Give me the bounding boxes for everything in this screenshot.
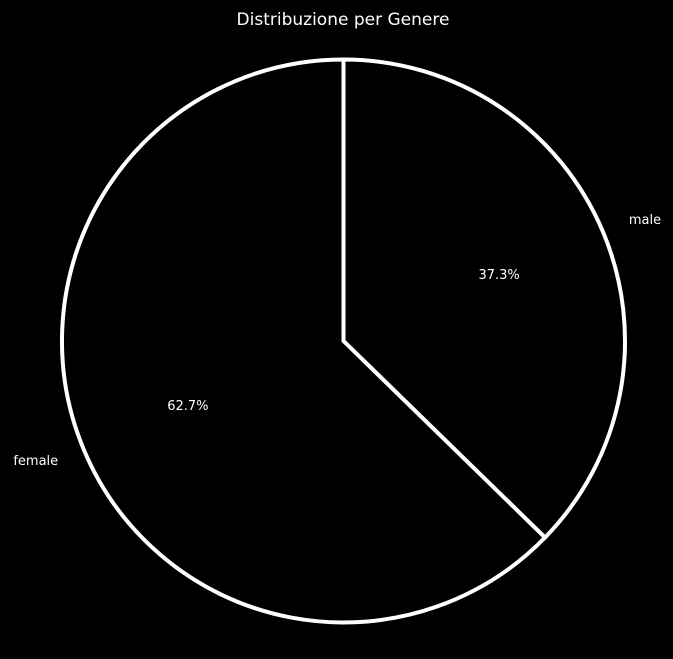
slice-label-male: male <box>629 213 661 228</box>
slice-label-female: female <box>13 454 58 469</box>
pie-slices <box>60 57 627 625</box>
pie-labels: male 37.3% female 62.7% <box>13 213 661 469</box>
pie-slice-female <box>60 57 548 625</box>
slice-percent-female: 62.7% <box>167 399 208 414</box>
chart-title: Distribuzione per Genere <box>237 10 450 30</box>
pie-slice-male <box>341 57 627 541</box>
slice-percent-male: 37.3% <box>478 268 519 283</box>
